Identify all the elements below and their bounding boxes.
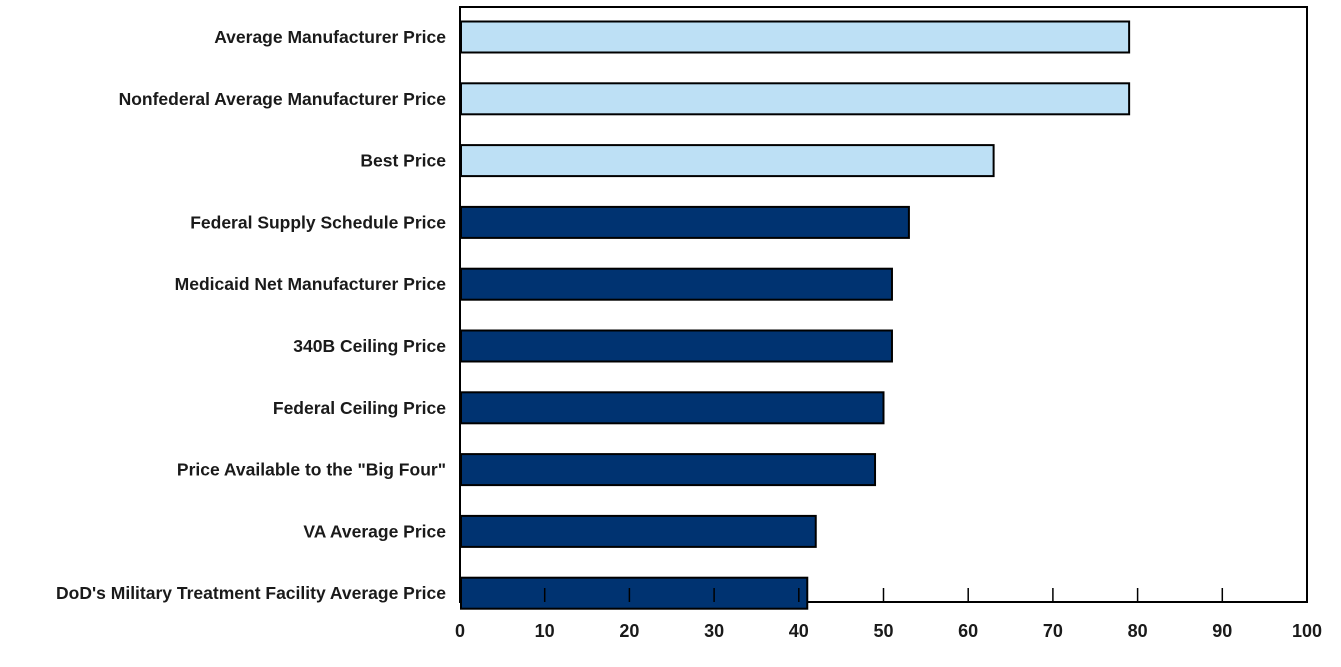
category-label: Medicaid Net Manufacturer Price [175,274,447,294]
x-tick-label: 80 [1128,621,1148,641]
bar [460,267,893,301]
x-tick-label: 90 [1212,621,1232,641]
category-label: Federal Ceiling Price [273,398,446,418]
bar [460,329,893,363]
x-tick-label: 70 [1043,621,1063,641]
category-label: Federal Supply Schedule Price [190,212,446,232]
x-tick-label: 40 [789,621,809,641]
category-label: VA Average Price [303,521,446,541]
category-labels: Average Manufacturer Price Nonfederal Ave… [56,27,446,603]
category-label: Average Manufacturer Price [214,27,446,47]
x-tick-label: 60 [958,621,978,641]
bar [460,453,877,487]
bar [460,20,1131,54]
x-tick-label: 10 [535,621,555,641]
category-label: Price Available to the "Big Four" [177,460,446,480]
x-tick-label: 100 [1292,621,1322,641]
category-label: Nonfederal Average Manufacturer Price [119,89,447,109]
bar [460,205,910,239]
category-label: Best Price [360,151,446,171]
category-label: 340B Ceiling Price [293,336,446,356]
x-tick-label: 20 [619,621,639,641]
x-axis-tick-labels: 0 10 20 30 40 50 60 70 80 90 100 [455,621,1322,641]
bar [460,391,885,425]
bar [460,576,809,610]
bar-group [460,20,1131,610]
x-tick-label: 0 [455,621,465,641]
x-tick-label: 50 [873,621,893,641]
bar [460,144,995,178]
category-label: DoD's Military Treatment Facility Averag… [56,583,446,603]
bar [460,82,1131,116]
x-tick-label: 30 [704,621,724,641]
x-axis-ticks [459,588,1308,602]
bar [460,514,817,548]
